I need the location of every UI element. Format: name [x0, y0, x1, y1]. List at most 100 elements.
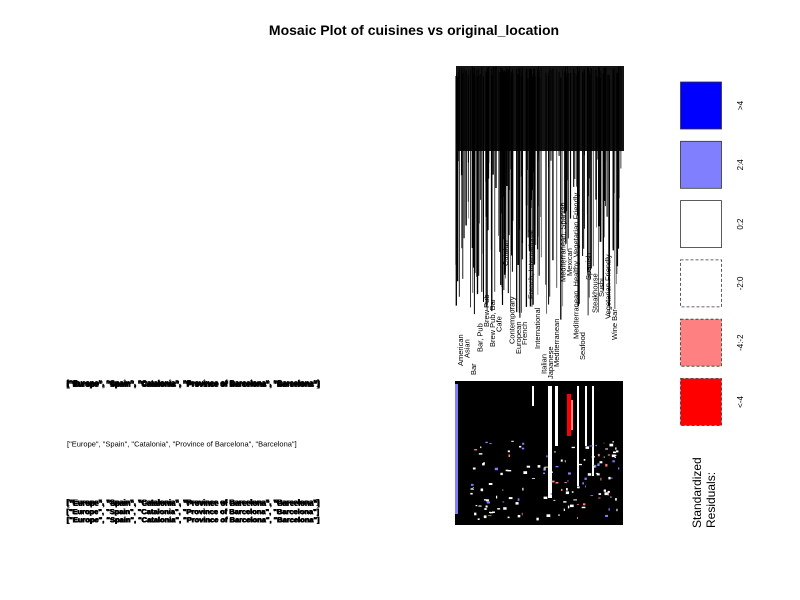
- mosaic-tile: [503, 501, 505, 502]
- legend-label: >4: [736, 100, 745, 110]
- row-label: ["Europe", "Spain", "Catalonia", "Provin…: [67, 440, 297, 449]
- mosaic-tile: [478, 518, 480, 520]
- mosaic-tile: [519, 446, 521, 448]
- mosaic-tiles: [455, 381, 623, 525]
- column-label: Asian: [463, 339, 472, 358]
- mosaic-tile: [522, 513, 523, 516]
- mosaic-tile: [610, 497, 611, 498]
- mosaic-tile: [570, 505, 574, 508]
- mosaic-tile: [536, 518, 538, 521]
- mosaic-tile: [604, 490, 606, 492]
- mosaic-tile: [572, 447, 575, 448]
- mosaic-tile: [615, 457, 616, 458]
- legend-swatch: [681, 82, 722, 129]
- mosaic-tile: [479, 453, 483, 454]
- mosaic-tile: [550, 472, 553, 473]
- mosaic-tile: [500, 473, 502, 475]
- mosaic-tile: [618, 468, 619, 470]
- mosaic-tile: [608, 477, 610, 480]
- mosaic-tile: [605, 515, 608, 517]
- mosaic-tile: [488, 515, 492, 516]
- column-label: Bar: [469, 363, 478, 375]
- mosaic-tile: [568, 472, 571, 474]
- mosaic-tile: [616, 450, 618, 452]
- mosaic-tile: [615, 455, 617, 456]
- mosaic-tile: [567, 394, 571, 436]
- mosaic-tile: [522, 488, 523, 491]
- mosaic-tile: [523, 471, 527, 474]
- mosaic-tile: [600, 478, 601, 481]
- mosaic-tile: [584, 459, 586, 461]
- mosaic-tile: [566, 491, 569, 494]
- mosaic-tile: [612, 460, 614, 462]
- mosaic-tile: [585, 486, 586, 488]
- mosaic-tile: [553, 500, 555, 501]
- mosaic-tile: [551, 493, 552, 495]
- chart-title: Mosaic Plot of cuisines vs original_loca…: [269, 22, 559, 38]
- mosaic-tile: [474, 449, 477, 450]
- mosaic-tile: [572, 491, 574, 493]
- column-label: Seafood: [578, 332, 587, 360]
- mosaic-tile: [597, 463, 599, 466]
- mosaic-tile: [522, 448, 524, 450]
- mosaic-tile: [605, 449, 608, 450]
- legend-swatch: [681, 319, 722, 366]
- legend-label: 0:2: [736, 218, 745, 230]
- mosaic-tile: [495, 468, 498, 471]
- mosaic-tile: [604, 457, 605, 458]
- mosaic-tile: [482, 463, 485, 465]
- mosaic-tile: [546, 455, 547, 457]
- mosaic-tile: [548, 386, 552, 498]
- legend-label: <-4: [736, 396, 745, 408]
- mosaic-tile: [607, 493, 609, 496]
- legend: Standardized Residuals: >42:40:2-2:0-4:-…: [681, 82, 746, 528]
- mosaic-tile: [573, 499, 577, 500]
- mosaic-tile: [590, 495, 593, 496]
- mosaic-tile: [615, 498, 617, 501]
- mosaic-tile: [592, 386, 594, 476]
- column-label: Mediterranean: [552, 319, 561, 367]
- mosaic-tile: [564, 509, 565, 511]
- mosaic-tile: [489, 512, 491, 513]
- mosaic-tile: [484, 508, 486, 510]
- mosaic-tile: [585, 386, 587, 446]
- mosaic-tile: [538, 465, 541, 468]
- mosaic-tile: [590, 446, 594, 447]
- mosaic-tile: [480, 446, 481, 448]
- legend-swatch: [681, 141, 722, 188]
- mosaic-tile: [470, 493, 472, 495]
- mosaic-tile: [545, 467, 546, 469]
- mosaic-tile: [486, 506, 488, 508]
- column-label: Wine Bar: [610, 309, 619, 340]
- mosaic-tile: [522, 443, 524, 445]
- row-label: ["Europe", "Spain", "Catalonia", "Provin…: [67, 516, 320, 525]
- mosaic-tile: [487, 502, 490, 504]
- row-labels: ["Europe", "Spain", "Catalonia", "Provin…: [66, 378, 321, 525]
- mosaic-tile: [577, 517, 578, 519]
- column-label: International: [533, 307, 542, 349]
- mosaic-tile: [561, 460, 563, 462]
- mosaic-tile: [509, 497, 513, 499]
- mosaic-tile: [508, 450, 510, 452]
- mosaic-tile: [527, 466, 530, 468]
- mosaic-tile: [555, 386, 558, 446]
- legend-label: -2:0: [736, 276, 745, 290]
- mosaic-tile: [596, 445, 597, 446]
- mosaic-tile: [605, 492, 608, 495]
- mosaic-tile: [485, 442, 487, 443]
- mosaic-tile: [509, 455, 511, 458]
- mosaic-tile: [599, 493, 602, 495]
- mosaic-tile: [592, 468, 593, 469]
- mosaic-tile: [615, 447, 616, 449]
- mosaic-tile: [568, 480, 569, 482]
- mosaic-tile: [598, 454, 600, 456]
- mosaic-tile: [613, 452, 616, 454]
- mosaic-tile: [613, 441, 614, 443]
- column-label: Cafe: [495, 316, 504, 332]
- mosaic-tile: [471, 484, 474, 486]
- mosaic-tile: [489, 443, 491, 444]
- mosaic-tile: [582, 482, 584, 484]
- mosaic-tile: [497, 508, 500, 509]
- mosaic-tile: [516, 502, 519, 505]
- mosaic-tile: [605, 464, 607, 467]
